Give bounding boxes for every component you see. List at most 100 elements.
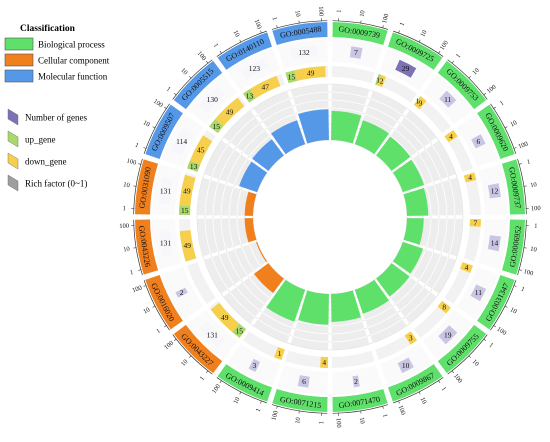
tick-mark	[418, 39, 421, 43]
tick-label: 100	[396, 404, 406, 416]
tick-label: 10	[358, 417, 366, 425]
gene-count-bar	[248, 358, 261, 372]
tick-label: 10	[231, 29, 240, 38]
rich-grid-line	[367, 312, 398, 329]
rich-factor-bar	[331, 110, 362, 144]
rich-grid-line	[433, 218, 440, 250]
up-gene-count: 15	[288, 72, 296, 81]
legend-swatch	[4, 69, 34, 83]
tick-mark	[143, 285, 147, 287]
gene-count-bar	[349, 46, 363, 59]
legend-key-marker	[7, 152, 19, 170]
down-gene-count: 1	[278, 349, 282, 358]
tick-label: 10	[471, 67, 481, 77]
down-gene-count: 45	[197, 146, 205, 155]
up-gene-count: 15	[235, 326, 243, 335]
rich-grid-line	[212, 182, 219, 216]
rich-grid-line	[220, 218, 227, 250]
rich-grid-line	[370, 98, 403, 116]
gene-count-label: 131	[160, 187, 172, 196]
down-gene-count: 4	[465, 263, 469, 272]
gene-count-bar	[158, 229, 174, 258]
down-gene-bar	[469, 218, 481, 227]
rich-grid-line	[449, 218, 456, 255]
gene-count-label: 3	[253, 361, 257, 370]
down-gene-count: 49	[183, 187, 191, 196]
gene-count-label: 114	[176, 137, 187, 146]
go-term-sector	[437, 60, 487, 110]
gene-count-label: 131	[207, 330, 219, 339]
tick-label: 1	[155, 328, 162, 336]
tick-label: 100	[335, 418, 342, 428]
updown-bg	[375, 74, 418, 103]
rich-grid-line	[331, 99, 365, 106]
rich-grid-line	[236, 189, 242, 216]
down-gene-count: 49	[226, 107, 234, 116]
rich-grid-line	[262, 312, 293, 329]
rich-grid-line	[426, 187, 432, 216]
rich-grid-line	[425, 254, 442, 285]
rich-factor-bar	[239, 161, 268, 193]
down-gene-count: 9	[419, 99, 423, 108]
tick-label: 100	[163, 340, 175, 352]
down-gene-bar	[274, 347, 285, 360]
gene-count-label: 2	[354, 377, 358, 386]
gene-count-label: 29	[402, 64, 410, 73]
gene-count-label: 10	[402, 361, 410, 370]
tick-label: 10	[509, 306, 518, 315]
tick-label: 10	[530, 181, 538, 189]
gene-count-bar	[297, 375, 310, 388]
tick-mark	[451, 370, 454, 374]
tick-label: 100	[211, 383, 222, 395]
rich-grid-line	[266, 113, 295, 129]
rich-grid-line	[218, 254, 235, 285]
down-gene-bar	[463, 172, 477, 183]
down-gene-bar	[189, 135, 213, 165]
down-gene-bar	[249, 75, 281, 99]
tick-mark	[398, 30, 400, 34]
go-term-sector	[173, 324, 223, 374]
rich-grid-ring	[236, 123, 424, 311]
tick-label: 100	[531, 205, 541, 212]
up-gene-bar	[232, 323, 247, 338]
tick-label: 100	[452, 373, 464, 385]
rich-grid-line	[412, 249, 426, 276]
go-term-sector	[388, 32, 443, 70]
tick-label: 100	[439, 40, 450, 52]
rich-grid-line	[365, 113, 394, 129]
go-term-sector	[332, 388, 388, 412]
rich-grid-line	[220, 184, 227, 216]
rich-grid-line	[395, 282, 418, 305]
tick-label: 10	[359, 10, 367, 18]
tick-mark	[173, 93, 177, 96]
rich-grid-line	[433, 184, 440, 216]
down-gene-bar	[210, 302, 240, 332]
tick-mark	[219, 380, 222, 383]
tick-label: 1	[318, 421, 325, 425]
rich-grid-line	[395, 129, 418, 152]
updown-bg	[187, 262, 216, 305]
go-term-sector	[145, 104, 183, 159]
down-gene-bar	[437, 300, 451, 314]
tick-label: 10	[232, 396, 241, 405]
rich-factor-bar	[252, 139, 284, 171]
gene-count-bar	[199, 321, 226, 348]
rich-grid-line	[204, 218, 211, 255]
go-term-sector	[135, 159, 159, 215]
gene-count-bar	[487, 183, 501, 199]
down-gene-bar	[179, 174, 196, 207]
gene-count-bar	[158, 176, 174, 205]
gene-count-label: 123	[249, 64, 261, 73]
tick-mark	[189, 355, 192, 358]
rich-factor-bar	[354, 120, 389, 155]
gene-count-bar	[395, 59, 417, 78]
rich-grid-line	[249, 244, 261, 267]
legend-label: Molecular function	[38, 72, 108, 82]
gene-count-label: 130	[207, 95, 219, 104]
tick-mark	[518, 163, 522, 165]
up-gene-count: 13	[190, 162, 198, 171]
legend-swatch	[4, 53, 34, 67]
rich-grid-line	[297, 320, 329, 327]
go-term-sector	[217, 364, 272, 402]
rich-grid-line	[390, 135, 412, 157]
